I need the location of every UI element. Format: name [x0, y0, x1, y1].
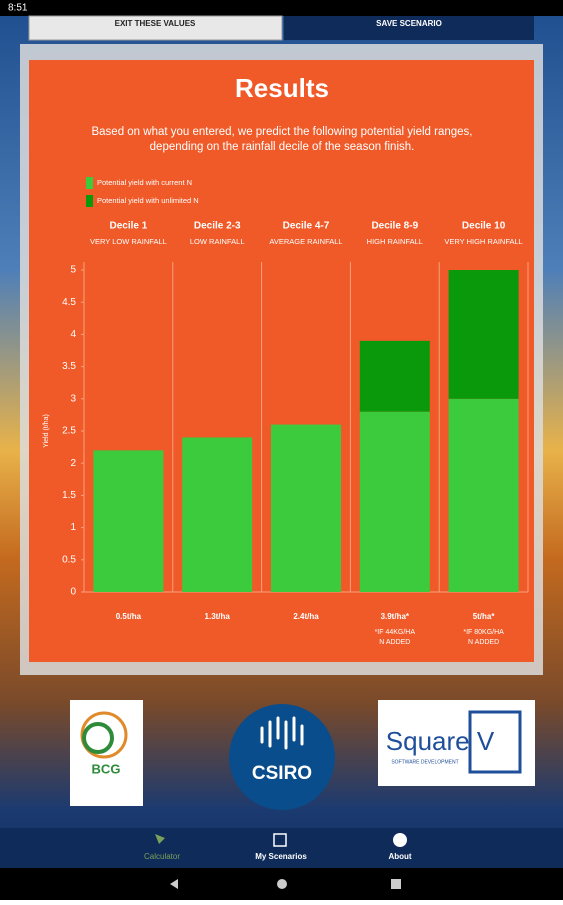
category-subtitle: VERY HIGH RAINFALL	[444, 237, 523, 246]
y-tick-label: 3.5	[62, 361, 76, 372]
bar-label: 5t/ha*	[473, 612, 496, 621]
y-axis-label: Yield (t/ha)	[43, 414, 50, 448]
y-tick-label: 2	[70, 458, 76, 469]
exit-button[interactable]	[28, 15, 283, 41]
footnote: N ADDED	[468, 639, 499, 646]
chart: Potential yield with current N Potential …	[43, 177, 529, 646]
results-description: depending on the rainfall decile of the …	[150, 141, 415, 153]
y-tick-label: 4.5	[62, 297, 76, 308]
home-button[interactable]	[277, 879, 287, 889]
category-subtitle: LOW RAINFALL	[190, 237, 245, 246]
about-icon[interactable]	[393, 833, 407, 847]
category-subtitle: AVERAGE RAINFALL	[269, 237, 342, 246]
squarev-mark	[468, 710, 522, 774]
legend-label: Potential yield with unlimited N	[97, 196, 199, 205]
calculator-icon[interactable]	[155, 834, 165, 844]
exit-button-label[interactable]: EXIT THESE VALUES	[115, 19, 196, 28]
y-tick-label: 1	[70, 522, 76, 533]
y-tick-label: 5	[70, 265, 76, 276]
footnote: *IF 80KG/HA	[463, 629, 504, 636]
y-tick-label: 0	[70, 587, 76, 598]
y-tick-label: 0.5	[62, 554, 76, 565]
bar-label: 1.3t/ha	[205, 612, 231, 621]
category-subtitle: VERY LOW RAINFALL	[90, 237, 167, 246]
status-bar	[0, 0, 563, 16]
y-tick-label: 4	[70, 329, 76, 340]
bar-segment	[93, 450, 164, 592]
footnote: *IF 44KG/HA	[375, 629, 416, 636]
bar-segment	[359, 411, 430, 592]
status-time: 8:51	[8, 3, 28, 14]
bcg-logo	[70, 700, 143, 806]
legend-swatch	[86, 195, 93, 207]
csiro-mark	[260, 716, 304, 750]
squarev-tagline: SOFTWARE DEVELOPMENT	[391, 759, 458, 765]
back-button[interactable]	[170, 879, 178, 889]
bar-segment	[182, 437, 253, 592]
results-description: Based on what you entered, we predict th…	[91, 126, 472, 138]
bar-segment	[359, 340, 430, 412]
nav-about[interactable]: About	[388, 852, 411, 861]
bar-segment	[271, 424, 341, 592]
squarev-text: Square V	[386, 726, 495, 756]
results-title: Results	[235, 73, 329, 103]
bcg-text: BCG	[92, 761, 121, 776]
bar-label: 0.5t/ha	[116, 612, 142, 621]
csiro-text: CSIRO	[252, 763, 312, 784]
legend-swatch	[86, 177, 93, 189]
bar-segment	[448, 270, 519, 399]
save-button[interactable]	[284, 16, 534, 40]
csiro-logo	[229, 704, 335, 810]
y-tick-label: 1.5	[62, 490, 76, 501]
recents-button[interactable]	[391, 879, 401, 889]
bar-label: 3.9t/ha*	[381, 612, 410, 621]
bcg-mark	[80, 711, 128, 759]
category-label: Decile 2-3	[194, 221, 241, 232]
bar-label: 2.4t/ha	[293, 612, 319, 621]
scenarios-icon[interactable]	[273, 833, 287, 847]
bcg-mark	[82, 722, 114, 754]
category-label: Decile 1	[109, 221, 147, 232]
nav-scenarios[interactable]: My Scenarios	[255, 852, 307, 861]
nav-calculator[interactable]: Calculator	[144, 852, 180, 861]
legend-label: Potential yield with current N	[97, 178, 192, 187]
save-button-label[interactable]: SAVE SCENARIO	[376, 19, 442, 28]
category-label: Decile 8-9	[371, 221, 418, 232]
category-label: Decile 10	[462, 221, 506, 232]
y-tick-label: 2.5	[62, 426, 76, 437]
footnote: N ADDED	[379, 639, 410, 646]
category-label: Decile 4-7	[283, 221, 330, 232]
category-subtitle: HIGH RAINFALL	[367, 237, 423, 246]
y-tick-label: 3	[70, 393, 76, 404]
bar-segment	[448, 398, 519, 592]
